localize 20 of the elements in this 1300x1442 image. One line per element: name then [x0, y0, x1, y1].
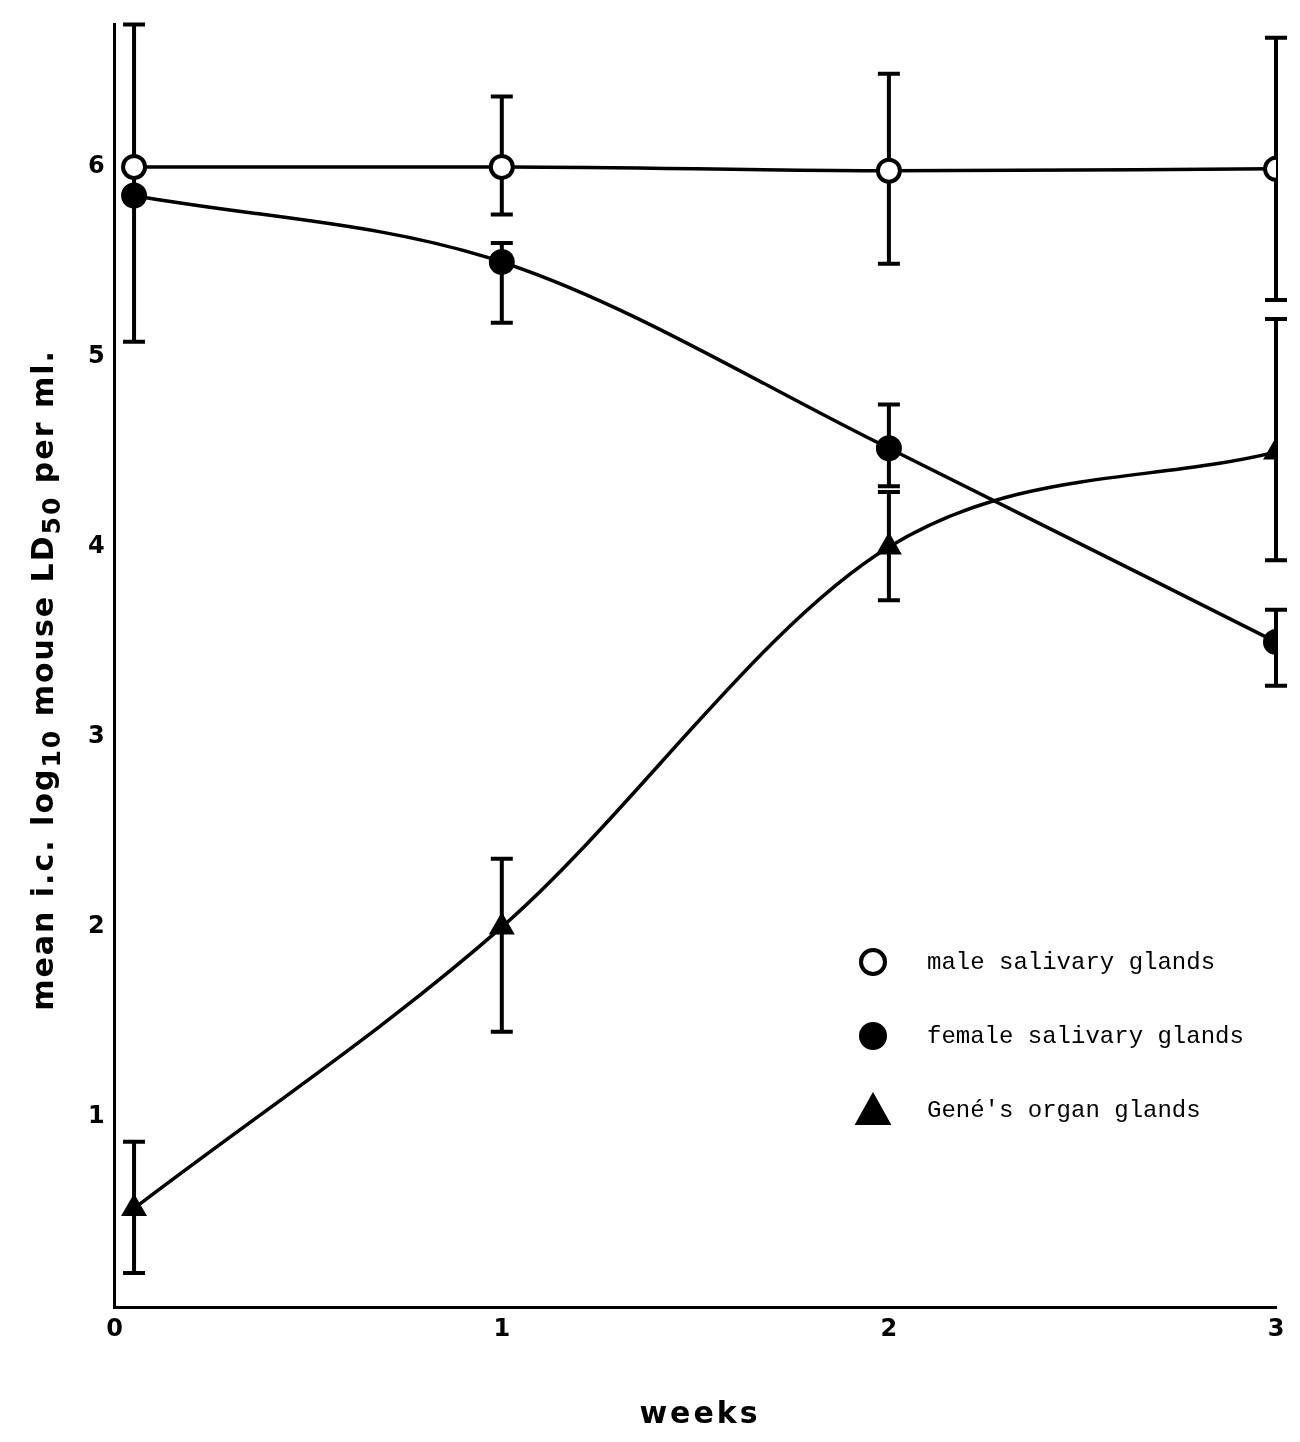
point — [488, 248, 515, 275]
point — [122, 1195, 146, 1216]
y-tick-label: 4 — [88, 531, 105, 560]
x-tick-label: 0 — [106, 1313, 124, 1342]
point — [490, 914, 514, 935]
y-tick-label: 3 — [88, 721, 105, 750]
x-tick-label: 3 — [1267, 1313, 1285, 1342]
legend-label: Gené's organ glands — [927, 1096, 1201, 1124]
point — [488, 153, 515, 180]
legend-label: female salivary glands — [927, 1022, 1244, 1050]
x-tick-label: 1 — [493, 1313, 511, 1342]
x-axis-title: weeks — [639, 1395, 761, 1430]
point — [121, 153, 148, 180]
y-tick-label: 6 — [88, 151, 105, 180]
legend-label: male salivary glands — [927, 948, 1216, 976]
y-tick-label: 5 — [88, 341, 105, 370]
y-tick-label: 1 — [88, 1101, 105, 1130]
point — [121, 182, 148, 209]
x-tick-label: 2 — [880, 1313, 898, 1342]
y-tick-label: 2 — [88, 911, 105, 940]
